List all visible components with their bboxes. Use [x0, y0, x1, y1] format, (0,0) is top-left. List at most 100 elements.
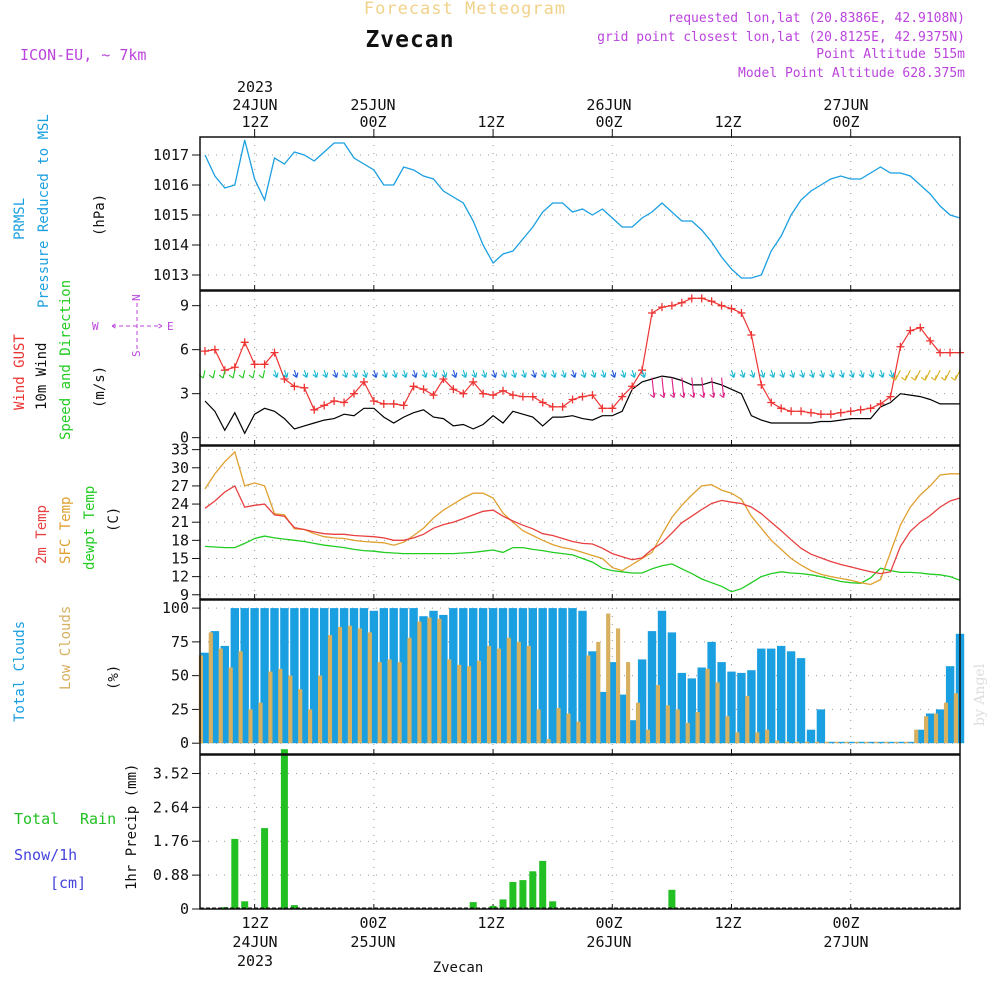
gust-marker	[379, 399, 388, 408]
low-cloud-bar	[784, 741, 790, 744]
top-tick-time: 00Z	[832, 113, 859, 131]
panel-border	[199, 136, 961, 291]
low-cloud-bar	[705, 668, 710, 744]
bottom-tick-day: 26JUN	[586, 933, 631, 951]
pressure-label-1: PRMSL	[12, 198, 28, 240]
wind-y-tick-label: 3	[180, 385, 189, 403]
low-cloud-bar	[327, 635, 333, 744]
wind-direction-arrow	[789, 370, 796, 378]
low-cloud-bar	[576, 721, 581, 744]
temperature-y-tick-label: 12	[171, 568, 189, 586]
total-cloud-bar	[836, 741, 845, 744]
total-cloud-bar	[935, 709, 945, 744]
low-cloud-bar	[298, 689, 303, 744]
total-cloud-bar	[687, 678, 696, 744]
total-cloud-bar	[846, 741, 855, 744]
bottom-time-axis: 12Z 24JUN 2023 00Z 25JUN 12Z 00Z 26JUN 1…	[232, 914, 868, 976]
temperature-y-tick-label: 24	[171, 495, 189, 513]
total-cloud-bar	[628, 720, 637, 744]
gust-marker	[866, 404, 875, 413]
gust-marker	[816, 410, 825, 419]
pressure-labels: PRMSL Pressure Reduced to MSL (hPa)	[12, 114, 108, 308]
precip-plot-area	[200, 755, 960, 909]
low-cloud-bar	[725, 716, 730, 744]
total-cloud-bar	[250, 608, 259, 744]
gust-marker	[667, 301, 676, 310]
low-cloud-bar	[536, 709, 541, 744]
wind-direction-arrow	[421, 370, 428, 378]
gust-marker	[727, 304, 736, 313]
low-cloud-bar	[288, 675, 293, 744]
precip-y-tick-label: 0.88	[153, 866, 189, 884]
low-cloud-bar	[278, 668, 283, 744]
wind-direction-arrow	[809, 370, 815, 378]
total-cloud-bar	[488, 608, 498, 744]
gust-marker	[369, 397, 378, 405]
gust-marker	[598, 404, 607, 413]
gust-marker	[399, 401, 408, 410]
low-cloud-bar	[526, 645, 531, 744]
wind-direction-arrow	[560, 370, 567, 378]
total-cloud-bar	[369, 610, 379, 744]
temperature-y-tick-label: 18	[171, 531, 189, 549]
low-cloud-bar	[814, 741, 819, 744]
low-cloud-bar	[318, 675, 323, 744]
temperature-y-tick-label: 30	[171, 459, 189, 477]
precip-bar	[280, 749, 288, 909]
low-cloud-bar	[367, 632, 372, 744]
precip-y-tick-label: 1.76	[153, 832, 189, 850]
wind-direction-arrow	[669, 377, 676, 399]
low-cloud-bar	[198, 655, 203, 744]
low-cloud-bar	[586, 655, 591, 744]
gust-marker	[469, 377, 478, 386]
wind-direction-arrow	[258, 370, 266, 379]
total-cloud-bar	[359, 608, 369, 744]
bottom-tick-time: 00Z	[595, 914, 622, 932]
gust-marker	[767, 398, 776, 407]
wind-direction-arrow	[570, 370, 577, 378]
point-altitude: Point Altitude 515m	[816, 47, 965, 62]
gust-marker	[926, 336, 935, 345]
low-cloud-bar	[933, 713, 939, 744]
top-tick-day: 27JUN	[823, 96, 868, 114]
low-cloud-bar	[685, 722, 690, 744]
low-cloud-bar	[496, 648, 501, 744]
low-cloud-bar	[268, 671, 273, 744]
top-tick-time: 12Z	[477, 113, 504, 131]
total-cloud-bar	[498, 608, 508, 744]
bottom-tick-day: 25JUN	[350, 933, 395, 951]
low-cloud-bar	[804, 741, 809, 744]
gust-marker	[300, 383, 309, 392]
total-cloud-bar	[508, 608, 518, 744]
wind-direction-arrow	[828, 370, 835, 378]
total-cloud-bar	[399, 608, 408, 744]
wind-direction-arrow	[491, 370, 498, 378]
gust-marker	[648, 309, 657, 317]
low-cloud-bar	[596, 641, 601, 744]
wind-direction-arrow	[858, 370, 865, 378]
pressure-label-2: Pressure Reduced to MSL	[36, 114, 52, 308]
low-cloud-bar	[715, 682, 720, 744]
wind-direction-arrow	[481, 370, 488, 378]
low-cloud-bar	[347, 625, 352, 744]
wind-panel: 0 3 6 9	[180, 291, 960, 447]
precip-bar	[499, 899, 507, 909]
wind-direction-arrow	[649, 377, 656, 399]
low-cloud-bar	[775, 740, 780, 744]
wind-direction-arrow	[709, 377, 716, 399]
requested-coords: requested lon,lat (20.8386E, 42.9108N)	[668, 11, 965, 26]
gust-marker	[230, 363, 239, 372]
gust-marker	[906, 326, 915, 335]
gust-marker	[657, 303, 666, 312]
tsfc-label: SFC Temp	[58, 497, 74, 564]
wind-y-tick-label: 6	[180, 341, 189, 359]
low-cloud-bar	[476, 660, 482, 744]
low-cloud-bar	[834, 741, 839, 744]
low-cloud-bar	[735, 732, 740, 744]
compass-north: N	[130, 294, 143, 301]
low-cloud-bar	[953, 693, 958, 744]
compass-south: S	[130, 350, 143, 357]
total-cloud-bar	[886, 741, 895, 744]
wind-labels: Wind GUST 10m Wind Speed and Direction (…	[12, 280, 174, 440]
gust-marker	[936, 348, 945, 357]
